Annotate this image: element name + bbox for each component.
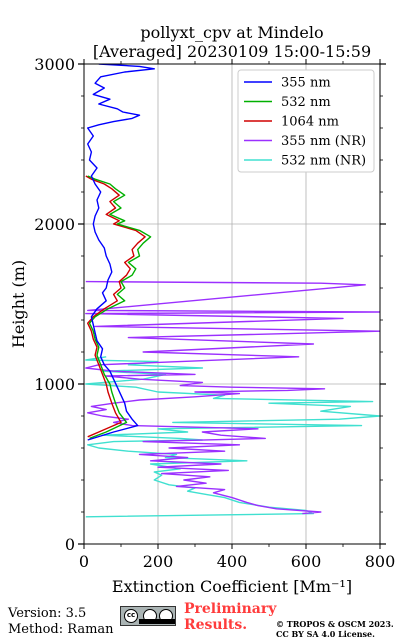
x-axis-label: Extinction Coefficient [Mm⁻¹]: [112, 577, 352, 596]
y-tick-label: 1000: [34, 375, 75, 394]
method-text: Method: Raman: [8, 622, 114, 637]
chart-title-line-2: [Averaged] 20230109 15:00-15:59: [93, 42, 371, 61]
y-tick-label: 3000: [34, 55, 75, 74]
axis-ticks: 0 200 400 600 800 0 1000 2000 3000: [34, 55, 395, 571]
legend-label: 532 nm: [281, 95, 331, 110]
cc-license-badge: cc: [120, 606, 176, 626]
y-tick-label: 0: [65, 535, 75, 554]
x-tick-label: 400: [217, 552, 248, 571]
series-line-532-nm-nr-: [85, 356, 380, 518]
x-tick-label: 0: [79, 552, 89, 571]
legend-box: [237, 69, 375, 173]
series-line-355-nm-nr-: [85, 280, 380, 515]
version-info: Version: 3.5 Method: Raman: [8, 606, 114, 638]
legend-label: 1064 nm: [281, 115, 339, 130]
legend: 355 nm 532 nm 1064 nm 355 nm (NR) 532 nm (NR…: [237, 69, 375, 173]
cc-badge-strip: [139, 619, 175, 624]
cc-logo-icon: cc: [124, 609, 138, 623]
legend-label: 532 nm (NR): [281, 154, 366, 169]
copyright-line-2: CC BY SA 4.0 License.: [276, 629, 375, 639]
x-tick-label: 800: [365, 552, 396, 571]
extinction-profile-chart: pollyxt_cpv at Mindelo [Averaged] 202301…: [9, 23, 395, 596]
x-tick-label: 600: [291, 552, 322, 571]
series-line-355-nm: [87, 64, 155, 441]
copyright-note: © TROPOS & OSCM 2023. CC BY SA 4.0 Licen…: [276, 619, 394, 639]
y-tick-label: 2000: [34, 215, 75, 234]
preliminary-results-note: Preliminary Results.: [184, 601, 276, 633]
series-line-1064-nm: [85, 175, 146, 438]
legend-label: 355 nm: [281, 76, 331, 91]
preliminary-line-1: Preliminary: [184, 601, 277, 617]
copyright-line-1: © TROPOS & OSCM 2023.: [276, 619, 394, 629]
y-axis-label: Height (m): [9, 260, 28, 348]
chart-title-line-1: pollyxt_cpv at Mindelo: [140, 23, 323, 42]
x-tick-label: 200: [143, 552, 174, 571]
version-text: Version: 3.5: [8, 606, 87, 621]
series-layer: [85, 64, 380, 518]
legend-label: 355 nm (NR): [281, 134, 366, 149]
series-line-532-nm: [87, 175, 152, 440]
preliminary-line-2: Results.: [184, 617, 248, 633]
